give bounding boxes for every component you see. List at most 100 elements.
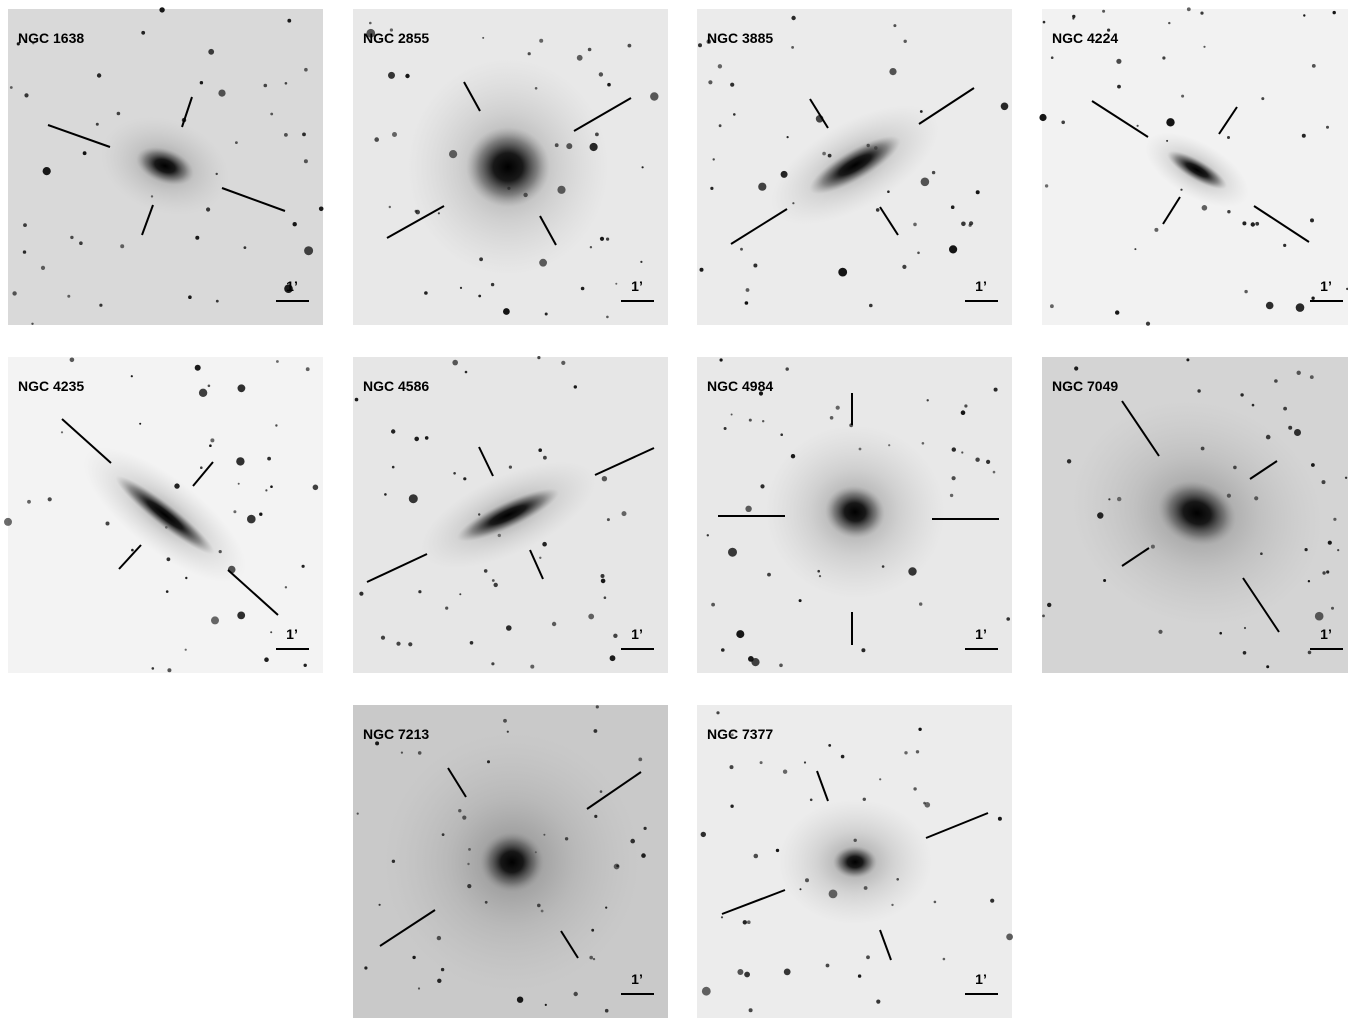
star (740, 248, 743, 251)
star (748, 656, 754, 662)
panel: NGC 28551’ (353, 9, 668, 325)
star (210, 438, 214, 442)
star (581, 287, 585, 291)
star (1074, 366, 1078, 370)
star (1311, 297, 1314, 300)
scale-label: 1’ (975, 626, 987, 642)
star (1067, 459, 1071, 463)
star (638, 758, 642, 762)
star (424, 291, 428, 295)
star (445, 607, 448, 610)
star (412, 956, 415, 959)
star (1043, 21, 1046, 24)
star (836, 406, 840, 410)
star (503, 719, 507, 723)
star (921, 178, 930, 187)
star (574, 992, 578, 996)
star (275, 424, 277, 426)
star (994, 388, 998, 392)
star (1243, 651, 1247, 655)
star (27, 500, 31, 504)
star (238, 483, 240, 485)
star (1115, 310, 1119, 314)
star (975, 458, 979, 462)
star (730, 765, 734, 769)
star (590, 246, 592, 248)
star (876, 1000, 880, 1004)
star (876, 208, 880, 212)
star (1302, 134, 1306, 138)
star (418, 590, 421, 593)
star (539, 557, 541, 559)
star (491, 283, 494, 286)
star (1283, 244, 1286, 247)
star (270, 113, 273, 116)
star (700, 268, 704, 272)
star (391, 429, 395, 433)
star (1308, 651, 1312, 655)
star (927, 399, 929, 401)
star (1162, 56, 1165, 59)
star (602, 476, 607, 481)
galaxy (480, 832, 544, 892)
star (1294, 429, 1301, 436)
star (784, 969, 791, 976)
star (783, 770, 787, 774)
star (644, 827, 647, 830)
star (762, 420, 764, 422)
star (1047, 603, 1051, 607)
star (961, 451, 963, 453)
star (786, 367, 789, 370)
star (200, 81, 203, 84)
star (628, 44, 632, 48)
star (139, 423, 141, 425)
galaxy-name: NGC 7049 (1052, 378, 1118, 394)
star (588, 48, 592, 52)
star (902, 265, 906, 269)
star (767, 573, 771, 577)
star (304, 246, 313, 255)
star (357, 813, 359, 815)
star (1117, 85, 1121, 89)
star (952, 476, 956, 480)
star (606, 238, 609, 241)
star (841, 755, 845, 759)
star (787, 136, 789, 138)
star (284, 133, 288, 137)
star (199, 389, 207, 397)
star (379, 904, 381, 906)
star (613, 634, 617, 638)
star (998, 817, 1002, 821)
panel: NGC 49841’ (697, 357, 1012, 673)
star (1333, 11, 1336, 14)
star (861, 648, 865, 652)
star (1219, 632, 1222, 635)
page: NGC 16381’NGC 28551’NGC 38851’NGC 42241’… (0, 0, 1348, 1019)
star (747, 920, 751, 924)
star (1244, 290, 1247, 293)
star (599, 72, 603, 76)
star (838, 268, 847, 277)
galaxy-name: NGC 4586 (363, 378, 429, 394)
panel: NGC 70491’ (1039, 357, 1348, 673)
star (302, 133, 306, 137)
star (745, 506, 751, 512)
star (97, 73, 101, 77)
star (791, 46, 794, 49)
star (642, 166, 644, 168)
star (1328, 541, 1332, 545)
star (384, 493, 387, 496)
star (23, 250, 26, 253)
star (425, 436, 429, 440)
star (117, 112, 121, 116)
star (1331, 607, 1334, 610)
scale-label: 1’ (631, 278, 643, 294)
star (1187, 7, 1191, 11)
star (830, 416, 834, 420)
star (728, 548, 737, 557)
star (236, 457, 244, 465)
star (749, 1008, 753, 1012)
star (952, 447, 956, 451)
galaxy-name: NGC 7213 (363, 726, 429, 742)
